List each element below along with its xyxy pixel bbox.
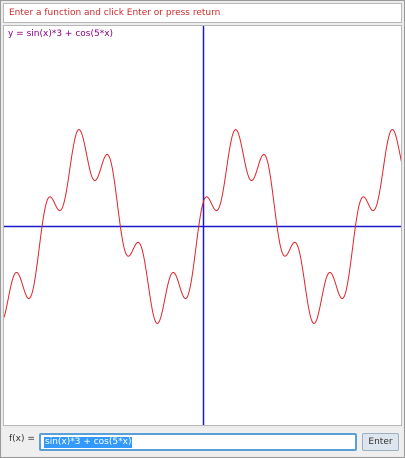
function-input[interactable] xyxy=(39,433,357,451)
enter-button[interactable]: Enter xyxy=(362,433,399,451)
fx-label: f(x) = xyxy=(9,434,35,444)
plot-area: y = sin(x)*3 + cos(5*x) xyxy=(3,25,402,426)
instruction-text: Enter a function and click Enter or pres… xyxy=(9,8,221,18)
function-graph xyxy=(4,26,401,425)
input-bar: f(x) = sin(x)*3 + cos(5*x) Enter xyxy=(3,428,402,456)
equation-label: y = sin(x)*3 + cos(5*x) xyxy=(8,29,114,39)
function-curve xyxy=(4,129,401,324)
instruction-bar: Enter a function and click Enter or pres… xyxy=(3,3,402,23)
